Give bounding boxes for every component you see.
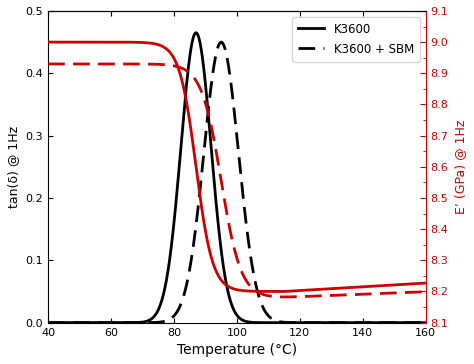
X-axis label: Temperature (°C): Temperature (°C) <box>177 343 297 357</box>
Legend:  <box>408 17 420 29</box>
Y-axis label: tan(δ) @ 1Hz: tan(δ) @ 1Hz <box>7 126 20 208</box>
Y-axis label: E’ (GPa) @ 1Hz: E’ (GPa) @ 1Hz <box>454 120 467 214</box>
